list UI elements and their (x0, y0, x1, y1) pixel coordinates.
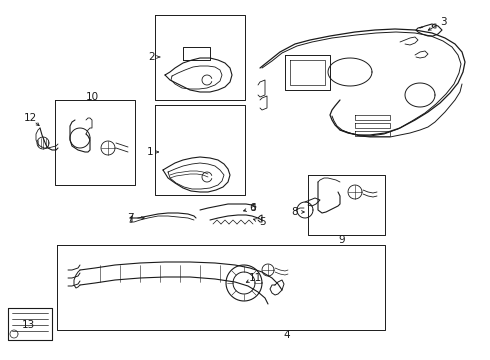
Text: 4: 4 (284, 330, 290, 340)
Text: 10: 10 (85, 92, 98, 102)
Text: 6: 6 (250, 203, 256, 213)
Text: 7: 7 (127, 213, 133, 223)
Text: 9: 9 (339, 235, 345, 245)
Text: 5: 5 (259, 217, 265, 227)
Text: 2: 2 (148, 52, 155, 62)
Text: 8: 8 (292, 207, 298, 217)
Text: 1: 1 (147, 147, 153, 157)
Text: 11: 11 (248, 273, 262, 283)
Text: 13: 13 (22, 320, 35, 330)
Text: 12: 12 (24, 113, 37, 123)
Text: 3: 3 (440, 17, 446, 27)
